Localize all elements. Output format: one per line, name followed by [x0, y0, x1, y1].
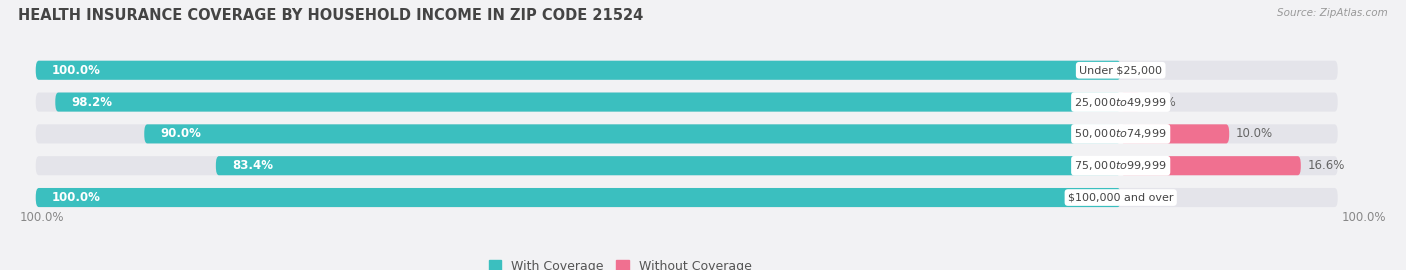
Text: HEALTH INSURANCE COVERAGE BY HOUSEHOLD INCOME IN ZIP CODE 21524: HEALTH INSURANCE COVERAGE BY HOUSEHOLD I… — [18, 8, 644, 23]
Text: $50,000 to $74,999: $50,000 to $74,999 — [1074, 127, 1167, 140]
FancyBboxPatch shape — [1121, 93, 1140, 112]
FancyBboxPatch shape — [35, 61, 1337, 80]
FancyBboxPatch shape — [1121, 156, 1301, 175]
Text: 100.0%: 100.0% — [52, 64, 101, 77]
Text: 1.8%: 1.8% — [1147, 96, 1177, 109]
Text: Under $25,000: Under $25,000 — [1080, 65, 1163, 75]
Text: 0.0%: 0.0% — [1128, 64, 1157, 77]
FancyBboxPatch shape — [35, 61, 1121, 80]
Legend: With Coverage, Without Coverage: With Coverage, Without Coverage — [484, 255, 756, 270]
Text: 90.0%: 90.0% — [160, 127, 201, 140]
Text: 98.2%: 98.2% — [72, 96, 112, 109]
FancyBboxPatch shape — [55, 93, 1121, 112]
Text: 100.0%: 100.0% — [52, 191, 101, 204]
FancyBboxPatch shape — [217, 156, 1121, 175]
FancyBboxPatch shape — [35, 93, 1337, 112]
FancyBboxPatch shape — [1121, 124, 1229, 143]
FancyBboxPatch shape — [145, 124, 1121, 143]
FancyBboxPatch shape — [35, 188, 1121, 207]
Text: 100.0%: 100.0% — [20, 211, 65, 224]
Text: Source: ZipAtlas.com: Source: ZipAtlas.com — [1277, 8, 1388, 18]
Text: $100,000 and over: $100,000 and over — [1069, 193, 1174, 202]
Text: 10.0%: 10.0% — [1236, 127, 1272, 140]
FancyBboxPatch shape — [35, 124, 1337, 143]
Text: $75,000 to $99,999: $75,000 to $99,999 — [1074, 159, 1167, 172]
Text: $25,000 to $49,999: $25,000 to $49,999 — [1074, 96, 1167, 109]
Text: 100.0%: 100.0% — [1341, 211, 1386, 224]
FancyBboxPatch shape — [35, 156, 1337, 175]
Text: 0.0%: 0.0% — [1128, 191, 1157, 204]
Text: 16.6%: 16.6% — [1308, 159, 1344, 172]
FancyBboxPatch shape — [35, 188, 1337, 207]
Text: 83.4%: 83.4% — [232, 159, 273, 172]
